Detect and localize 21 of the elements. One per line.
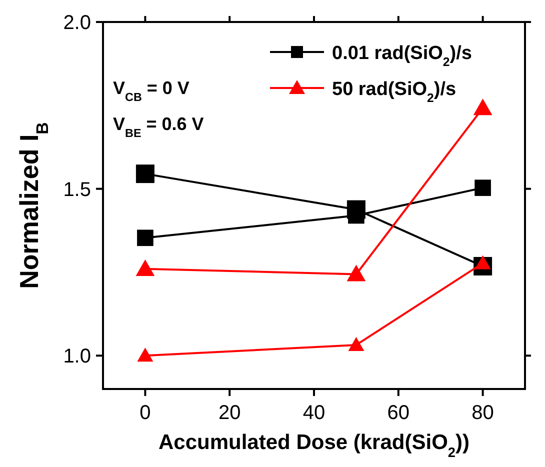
point bbox=[137, 348, 154, 362]
annotation: V$_{BE}$ = 0.6 V bbox=[113, 114, 204, 140]
point bbox=[346, 264, 366, 282]
point bbox=[474, 255, 491, 270]
y-tick-label: 1.0 bbox=[63, 346, 91, 368]
x-axis-title: Accumulated Dose (krad(SiO$_{2}$)) bbox=[158, 431, 470, 460]
legend-label: 50 rad(SiO$_{2}$)/s bbox=[332, 79, 456, 105]
point bbox=[348, 336, 364, 351]
point bbox=[474, 180, 491, 196]
x-tick-label: 60 bbox=[387, 402, 410, 424]
x-tick-label: 0 bbox=[140, 402, 151, 424]
x-tick-label: 40 bbox=[302, 402, 326, 424]
point bbox=[137, 230, 154, 246]
y-tick-label: 1.5 bbox=[63, 178, 91, 201]
legend-label: 0.01 rad(SiO$_{2}$)/s bbox=[332, 43, 472, 69]
point bbox=[136, 164, 154, 184]
y-tick-label: 2.0 bbox=[63, 12, 91, 34]
annotation: V$_{CB}$ = 0 V bbox=[113, 78, 190, 104]
x-tick-label: 80 bbox=[472, 402, 494, 424]
point bbox=[136, 259, 155, 276]
x-tick-label: 20 bbox=[218, 402, 241, 424]
